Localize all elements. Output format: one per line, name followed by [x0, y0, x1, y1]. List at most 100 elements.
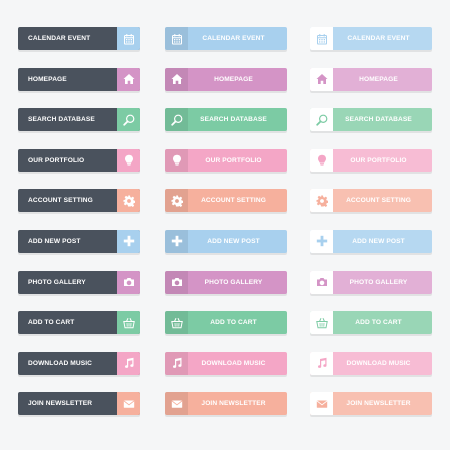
photo-gallery-light-button[interactable]: PHOTO GALLERY [310, 270, 432, 294]
photo-gallery-color-button[interactable]: PHOTO GALLERY [165, 270, 287, 294]
icon-block [310, 351, 333, 375]
button-label: ADD TO CART [210, 319, 257, 327]
calendar-event-color-button[interactable]: CALENDAR EVENT [165, 27, 287, 50]
icon-block [165, 108, 188, 132]
button-label: SEARCH DATABASE [28, 116, 95, 124]
homepage-dark-button[interactable]: HOMEPAGE [18, 67, 140, 91]
icon-block [310, 229, 333, 253]
bulb-icon [317, 155, 326, 166]
icon-block [165, 148, 188, 172]
download-music-light-button[interactable]: DOWNLOAD MUSIC [310, 351, 432, 375]
gear-icon [316, 195, 328, 207]
add-to-cart-color-button[interactable]: ADD TO CART [165, 311, 287, 335]
add-new-post-dark-button[interactable]: ADD NEW POST [18, 229, 140, 253]
add-new-post-color-button[interactable]: ADD NEW POST [165, 229, 287, 253]
button-label: JOIN NEWSLETTER [346, 400, 411, 408]
add-to-cart-light-button[interactable]: ADD TO CART [310, 311, 432, 335]
envelope-icon [316, 400, 327, 408]
button-label: ADD NEW POST [352, 237, 405, 245]
download-music-dark-button[interactable]: DOWNLOAD MUSIC [18, 351, 140, 375]
add-to-cart-dark-button[interactable]: ADD TO CART [18, 311, 140, 335]
icon-block [165, 27, 188, 50]
button-label: HOMEPAGE [359, 75, 398, 83]
join-newsletter-dark-button[interactable]: JOIN NEWSLETTER [18, 392, 140, 416]
join-newsletter-color-button[interactable]: JOIN NEWSLETTER [165, 392, 287, 416]
our-portfolio-color-button[interactable]: OUR PORTFOLIO [165, 148, 287, 172]
music-icon [124, 358, 133, 369]
light-button-column: CALENDAR EVENT HOMEPAGE SEARCH DATABASE OUR… [310, 27, 432, 433]
icon-block [165, 351, 188, 375]
homepage-color-button[interactable]: HOMEPAGE [165, 67, 287, 91]
music-icon [317, 358, 326, 369]
icon-block [165, 189, 188, 213]
home-icon [171, 74, 182, 85]
button-label: ADD NEW POST [207, 237, 260, 245]
icon-block [165, 270, 188, 294]
button-label: SEARCH DATABASE [200, 116, 267, 124]
homepage-light-button[interactable]: HOMEPAGE [310, 67, 432, 91]
plus-icon [123, 236, 134, 247]
gear-icon [123, 195, 135, 207]
icon-block [310, 148, 333, 172]
add-new-post-light-button[interactable]: ADD NEW POST [310, 229, 432, 253]
icon-block [310, 189, 333, 213]
button-label: ADD TO CART [28, 319, 75, 327]
our-portfolio-light-button[interactable]: OUR PORTFOLIO [310, 148, 432, 172]
button-label: ADD TO CART [355, 319, 402, 327]
button-label: DOWNLOAD MUSIC [346, 359, 411, 367]
search-database-light-button[interactable]: SEARCH DATABASE [310, 108, 432, 132]
icon-block [117, 67, 140, 91]
search-database-dark-button[interactable]: SEARCH DATABASE [18, 108, 140, 132]
button-label: ACCOUNT SETTING [201, 197, 266, 205]
icon-block [310, 27, 333, 50]
photo-gallery-dark-button[interactable]: PHOTO GALLERY [18, 270, 140, 294]
button-label: CALENDAR EVENT [28, 35, 91, 42]
search-icon [122, 114, 134, 126]
music-icon [172, 358, 181, 369]
icon-block [117, 392, 140, 416]
button-label: JOIN NEWSLETTER [28, 400, 93, 408]
bulb-icon [172, 155, 181, 166]
icon-block [165, 67, 188, 91]
icon-block [117, 270, 140, 294]
icon-block [310, 311, 333, 335]
our-portfolio-dark-button[interactable]: OUR PORTFOLIO [18, 148, 140, 172]
search-database-color-button[interactable]: SEARCH DATABASE [165, 108, 287, 132]
button-label: OUR PORTFOLIO [28, 156, 85, 164]
button-label: OUR PORTFOLIO [350, 156, 407, 164]
icon-block [310, 392, 333, 416]
button-label: ACCOUNT SETTING [346, 197, 411, 205]
button-label: JOIN NEWSLETTER [201, 400, 266, 408]
basket-icon [122, 317, 135, 328]
icon-block [310, 108, 333, 132]
search-icon [315, 114, 327, 126]
camera-icon [171, 278, 182, 287]
camera-icon [123, 278, 134, 287]
button-label: PHOTO GALLERY [349, 278, 408, 286]
home-icon [123, 74, 134, 85]
camera-icon [316, 278, 327, 287]
account-setting-dark-button[interactable]: ACCOUNT SETTING [18, 189, 140, 213]
join-newsletter-light-button[interactable]: JOIN NEWSLETTER [310, 392, 432, 416]
icon-block [165, 311, 188, 335]
icon-block [117, 27, 140, 50]
bulb-icon [124, 155, 133, 166]
button-label: PHOTO GALLERY [204, 278, 263, 286]
calendar-event-dark-button[interactable]: CALENDAR EVENT [18, 27, 140, 50]
download-music-color-button[interactable]: DOWNLOAD MUSIC [165, 351, 287, 375]
calendar-event-light-button[interactable]: CALENDAR EVENT [310, 27, 432, 50]
basket-icon [315, 317, 328, 328]
button-label: DOWNLOAD MUSIC [201, 359, 266, 367]
button-label: ACCOUNT SETTING [28, 197, 93, 205]
calendar-icon [171, 33, 182, 44]
button-label: ADD NEW POST [28, 237, 81, 245]
icon-block [117, 229, 140, 253]
account-setting-color-button[interactable]: ACCOUNT SETTING [165, 189, 287, 213]
icon-block [165, 392, 188, 416]
calendar-icon [316, 33, 327, 44]
button-label: DOWNLOAD MUSIC [28, 359, 93, 367]
envelope-icon [171, 400, 182, 408]
button-label: CALENDAR EVENT [202, 35, 265, 42]
account-setting-light-button[interactable]: ACCOUNT SETTING [310, 189, 432, 213]
icon-block [117, 189, 140, 213]
